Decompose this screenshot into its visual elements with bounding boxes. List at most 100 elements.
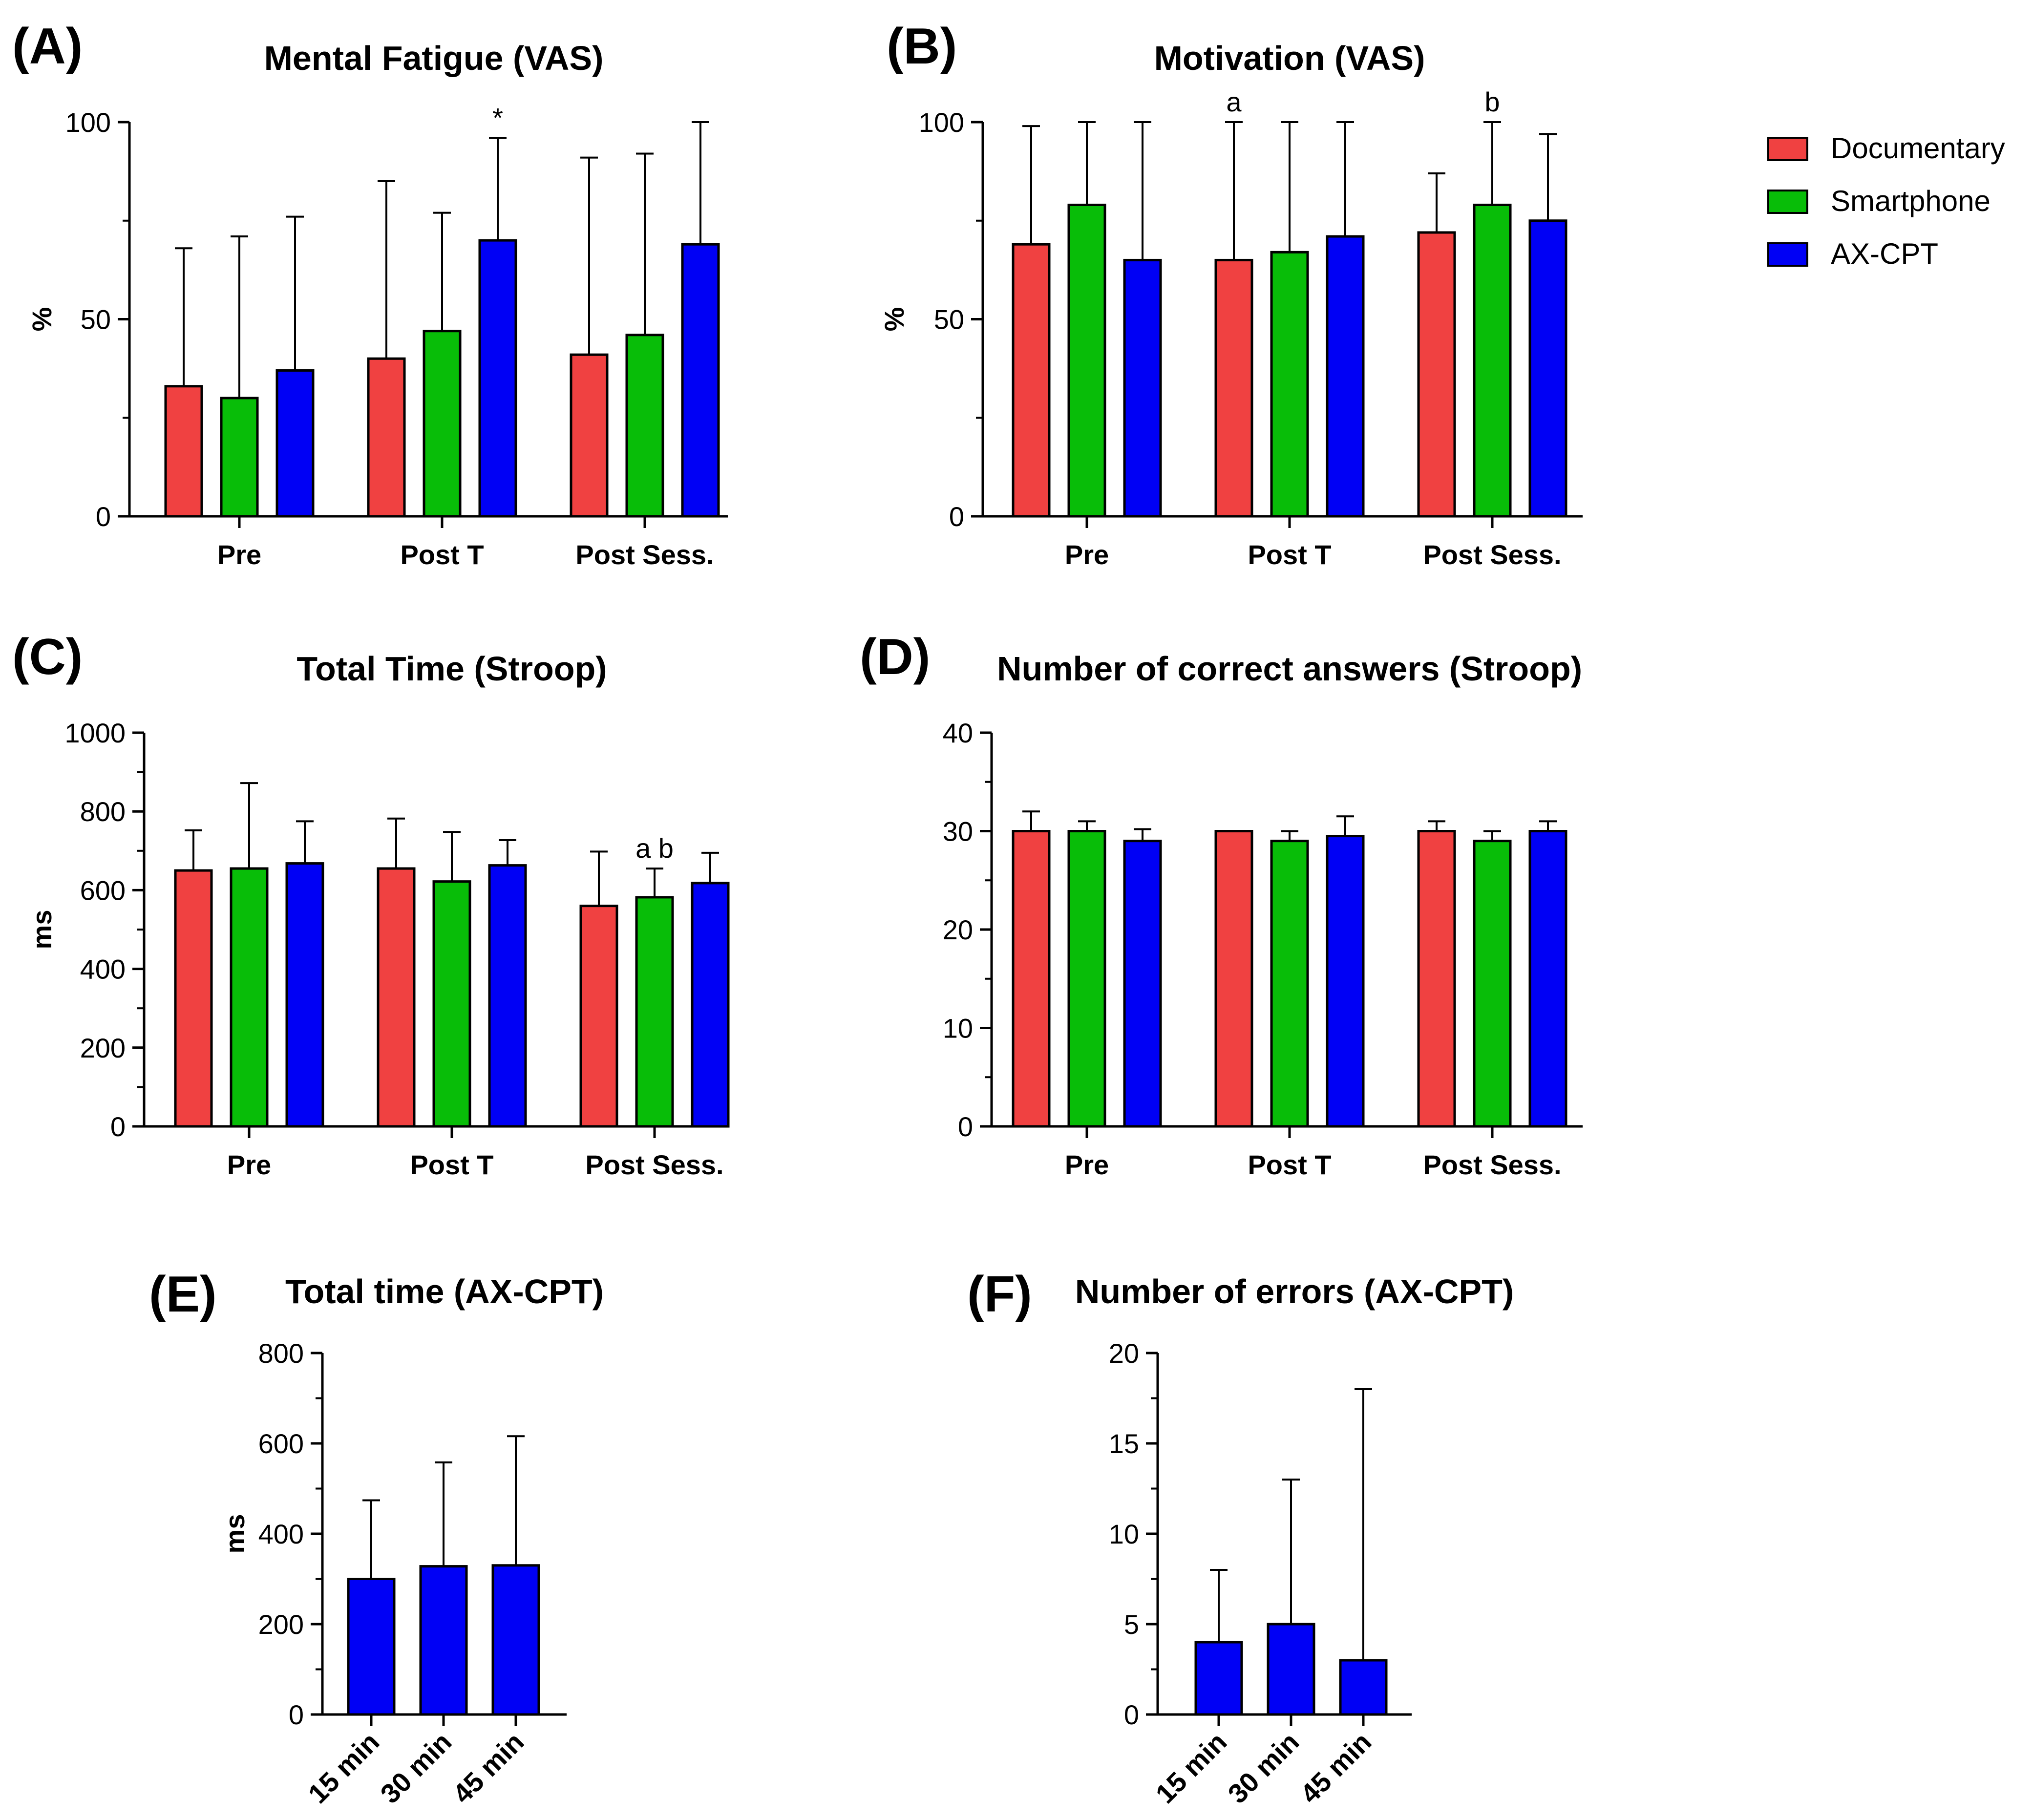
- y-tick-label: 0: [1124, 1699, 1139, 1730]
- bar: [1067, 203, 1106, 518]
- bar: [432, 880, 471, 1128]
- legend: Documentary Smartphone AX-CPT: [1767, 132, 2005, 270]
- bar: [174, 869, 213, 1128]
- y-tick-label: 20: [1109, 1338, 1139, 1369]
- x-tick-label: 15 min: [1149, 1726, 1232, 1809]
- y-tick-label: 50: [81, 304, 111, 335]
- x-tick-label: 45 min: [1294, 1726, 1377, 1809]
- x-tick-label: 15 min: [302, 1726, 385, 1809]
- panel-title: Total time (AX-CPT): [285, 1272, 604, 1311]
- panel-label: (C): [12, 629, 83, 685]
- bar: [1326, 835, 1365, 1128]
- y-tick-label: 800: [258, 1338, 304, 1369]
- bar: [419, 1565, 468, 1716]
- annotation: a b: [635, 833, 674, 864]
- bar: [570, 353, 609, 518]
- y-axis-label: %: [26, 307, 57, 332]
- bar: [164, 385, 203, 518]
- legend-label-smartphone: Smartphone: [1831, 185, 1991, 217]
- bar: [423, 330, 462, 518]
- bar: [230, 867, 269, 1128]
- y-tick-label: 0: [949, 501, 964, 532]
- bar: [220, 397, 259, 518]
- y-tick-label: 20: [943, 914, 973, 945]
- bar: [691, 882, 730, 1128]
- bar: [579, 905, 618, 1128]
- y-tick-label: 200: [258, 1609, 304, 1640]
- panel-title: Mental Fatigue (VAS): [264, 39, 604, 77]
- bar: [1067, 830, 1106, 1128]
- y-axis-label: %: [879, 307, 910, 332]
- panel-d: (D) Number of correct answers (Stroop) 0 10…: [860, 629, 1583, 1180]
- bar: [635, 896, 674, 1128]
- bar: [1270, 251, 1309, 518]
- panel-b: (B) Motivation (VAS) 0 50 100% Pre Post T Post …: [879, 18, 1583, 570]
- bar: [1214, 258, 1253, 518]
- bar: [491, 1564, 540, 1716]
- x-tick-label: Post T: [1248, 1149, 1331, 1180]
- x-tick-label: Post Sess.: [1423, 1149, 1561, 1180]
- y-tick-label: 400: [258, 1519, 304, 1549]
- legend-label-axcpt: AX-CPT: [1831, 237, 1938, 270]
- annotation: *: [492, 102, 503, 133]
- x-tick-label: Pre: [1065, 1149, 1109, 1180]
- panel-f: (F) Number of errors (AX-CPT) 0 5 10 15 20 15 m…: [967, 1266, 1514, 1809]
- bar: [681, 243, 720, 518]
- y-tick-label: 1000: [64, 718, 126, 748]
- bar: [1326, 235, 1365, 518]
- x-tick-label: Post T: [410, 1149, 493, 1180]
- panel-label: (F): [967, 1266, 1032, 1323]
- x-tick-label: Post Sess.: [585, 1149, 723, 1180]
- panel-title: Number of errors (AX-CPT): [1075, 1272, 1514, 1311]
- panel-title: Number of correct answers (Stroop): [997, 650, 1582, 688]
- annotation: a: [1226, 86, 1242, 117]
- y-tick-label: 10: [1109, 1519, 1139, 1549]
- bar: [347, 1578, 396, 1716]
- bar: [488, 864, 527, 1128]
- bar: [1528, 830, 1567, 1128]
- y-tick-label: 0: [110, 1111, 126, 1142]
- x-tick-label: 30 min: [374, 1726, 457, 1809]
- y-tick-label: 10: [943, 1013, 973, 1044]
- y-axis-label: ms: [219, 1514, 250, 1554]
- bar: [1528, 219, 1567, 518]
- bar: [1012, 243, 1051, 518]
- bar: [377, 867, 416, 1128]
- bar: [1339, 1659, 1388, 1716]
- bar: [1194, 1641, 1243, 1716]
- y-tick-label: 30: [943, 816, 973, 847]
- y-tick-label: 0: [289, 1699, 304, 1730]
- y-tick-label: 40: [943, 718, 973, 748]
- legend-swatch-axcpt: [1767, 242, 1808, 267]
- bar: [1123, 258, 1162, 518]
- x-tick-label: Post Sess.: [575, 539, 714, 570]
- panel-label: (E): [149, 1266, 217, 1323]
- y-tick-label: 600: [258, 1428, 304, 1459]
- y-tick-label: 50: [934, 304, 964, 335]
- y-tick-label: 5: [1124, 1609, 1139, 1640]
- bar: [1473, 203, 1512, 518]
- x-tick-label: Post Sess.: [1423, 539, 1561, 570]
- x-tick-label: 45 min: [446, 1726, 529, 1809]
- x-tick-label: Pre: [217, 539, 261, 570]
- y-tick-label: 400: [80, 954, 126, 985]
- panel-label: (B): [887, 18, 957, 75]
- y-tick-label: 200: [80, 1033, 126, 1063]
- x-tick-label: 30 min: [1222, 1726, 1305, 1809]
- y-tick-label: 0: [958, 1111, 973, 1142]
- bar: [367, 357, 406, 518]
- panel-label: (A): [12, 18, 83, 75]
- panel-e: (E) Total time (AX-CPT) 0 200 400 600 800 ms 15 …: [149, 1266, 604, 1809]
- legend-swatch-smartphone: [1767, 190, 1808, 214]
- panel-title: Motivation (VAS): [1154, 39, 1425, 77]
- bar: [1473, 840, 1512, 1128]
- y-tick-label: 800: [80, 796, 126, 827]
- bar: [1267, 1623, 1315, 1716]
- y-tick-label: 15: [1109, 1428, 1139, 1459]
- x-tick-label: Post T: [400, 539, 484, 570]
- bar: [625, 334, 664, 518]
- bar: [1417, 231, 1456, 518]
- x-tick-label: Post T: [1248, 539, 1331, 570]
- y-axis-label: ms: [26, 910, 57, 950]
- bar: [1012, 830, 1051, 1128]
